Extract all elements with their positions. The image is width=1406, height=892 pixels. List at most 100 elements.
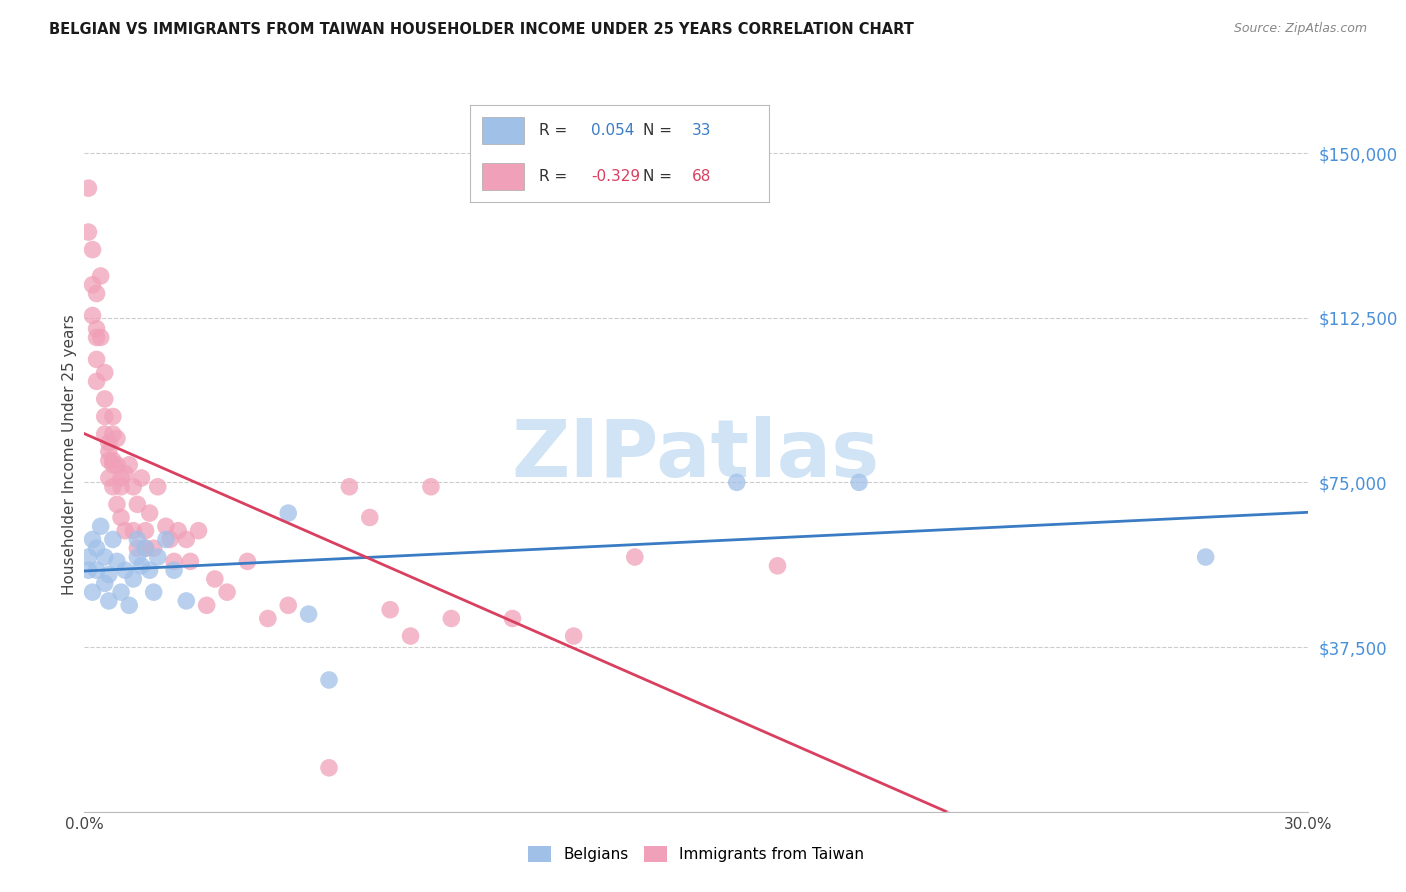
Point bbox=[110, 585, 132, 599]
Point bbox=[82, 533, 104, 547]
Point bbox=[97, 435, 120, 450]
Point bbox=[339, 480, 360, 494]
Point bbox=[114, 563, 136, 577]
Point bbox=[118, 599, 141, 613]
Point bbox=[318, 673, 340, 687]
Point bbox=[204, 572, 226, 586]
Point bbox=[86, 563, 108, 577]
Point bbox=[1195, 549, 1218, 564]
Point bbox=[624, 549, 647, 564]
Point bbox=[127, 549, 149, 564]
Point bbox=[155, 519, 177, 533]
Point bbox=[82, 309, 104, 323]
Point bbox=[110, 471, 132, 485]
Point bbox=[420, 480, 443, 494]
Point bbox=[114, 524, 136, 538]
Point bbox=[127, 533, 149, 547]
Point bbox=[167, 524, 190, 538]
Point bbox=[114, 467, 136, 481]
Point bbox=[90, 268, 112, 283]
Point bbox=[93, 427, 115, 442]
Point bbox=[97, 453, 120, 467]
Point bbox=[101, 427, 124, 442]
Point bbox=[501, 611, 523, 625]
Point bbox=[97, 471, 120, 485]
Point bbox=[146, 480, 169, 494]
Point bbox=[138, 563, 160, 577]
Point bbox=[90, 330, 112, 344]
Point bbox=[562, 629, 585, 643]
Point bbox=[399, 629, 422, 643]
Text: ZIPatlas: ZIPatlas bbox=[512, 416, 880, 494]
Point bbox=[725, 475, 748, 490]
Legend: Belgians, Immigrants from Taiwan: Belgians, Immigrants from Taiwan bbox=[522, 840, 870, 868]
Point bbox=[440, 611, 463, 625]
Point bbox=[122, 572, 145, 586]
Point bbox=[97, 594, 120, 608]
Point bbox=[146, 549, 169, 564]
Point bbox=[77, 225, 100, 239]
Point bbox=[127, 497, 149, 511]
Text: Source: ZipAtlas.com: Source: ZipAtlas.com bbox=[1233, 22, 1367, 36]
Point bbox=[93, 549, 115, 564]
Point bbox=[174, 594, 197, 608]
Point bbox=[110, 480, 132, 494]
Point bbox=[86, 330, 108, 344]
Point bbox=[135, 524, 157, 538]
Point bbox=[86, 286, 108, 301]
Point bbox=[101, 480, 124, 494]
Point bbox=[82, 243, 104, 257]
Point bbox=[277, 506, 299, 520]
Point bbox=[187, 524, 209, 538]
Point bbox=[93, 576, 115, 591]
Y-axis label: Householder Income Under 25 years: Householder Income Under 25 years bbox=[62, 315, 77, 595]
Point bbox=[131, 471, 153, 485]
Point bbox=[77, 563, 100, 577]
Point bbox=[122, 524, 145, 538]
Point bbox=[163, 554, 186, 568]
Point bbox=[848, 475, 870, 490]
Point bbox=[135, 541, 157, 556]
Point bbox=[93, 409, 115, 424]
Point bbox=[257, 611, 280, 625]
Point bbox=[195, 599, 218, 613]
Point bbox=[142, 541, 165, 556]
Point bbox=[298, 607, 321, 621]
Point bbox=[101, 458, 124, 472]
Point bbox=[86, 321, 108, 335]
Point bbox=[86, 352, 108, 367]
Point bbox=[122, 480, 145, 494]
Point bbox=[93, 366, 115, 380]
Point bbox=[236, 554, 259, 568]
Point bbox=[86, 375, 108, 389]
Point bbox=[217, 585, 239, 599]
Point bbox=[105, 432, 128, 446]
Point bbox=[142, 585, 165, 599]
Point bbox=[82, 585, 104, 599]
Point bbox=[318, 761, 340, 775]
Point bbox=[163, 563, 186, 577]
Point bbox=[105, 497, 128, 511]
Point bbox=[105, 554, 128, 568]
Point bbox=[131, 558, 153, 573]
Point bbox=[359, 510, 381, 524]
Point bbox=[97, 444, 120, 458]
Point bbox=[101, 533, 124, 547]
Point bbox=[77, 181, 100, 195]
Point bbox=[86, 541, 108, 556]
Point bbox=[110, 510, 132, 524]
Text: BELGIAN VS IMMIGRANTS FROM TAIWAN HOUSEHOLDER INCOME UNDER 25 YEARS CORRELATION : BELGIAN VS IMMIGRANTS FROM TAIWAN HOUSEH… bbox=[49, 22, 914, 37]
Point bbox=[90, 519, 112, 533]
Point bbox=[159, 533, 181, 547]
Point bbox=[101, 453, 124, 467]
Point bbox=[118, 458, 141, 472]
Point bbox=[93, 392, 115, 406]
Point bbox=[97, 567, 120, 582]
Point bbox=[82, 277, 104, 292]
Point bbox=[179, 554, 201, 568]
Point bbox=[174, 533, 197, 547]
Point bbox=[135, 541, 157, 556]
Point bbox=[77, 549, 100, 564]
Point bbox=[127, 541, 149, 556]
Point bbox=[766, 558, 789, 573]
